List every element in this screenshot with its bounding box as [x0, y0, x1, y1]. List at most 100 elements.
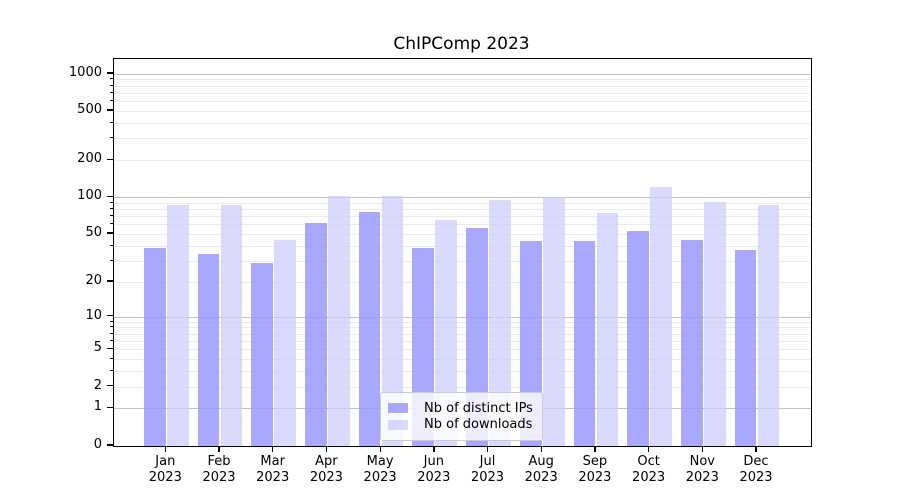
- minor-gridline: [114, 224, 811, 226]
- x-tick-mark: [701, 446, 704, 452]
- minor-gridline: [114, 101, 811, 103]
- bar-ips-jul: [466, 227, 488, 446]
- bar-downloads-feb: [220, 205, 243, 446]
- bar-downloads-dec: [757, 205, 780, 446]
- y-tick-mark: [106, 72, 113, 74]
- y-tick-label: 0: [93, 436, 102, 452]
- bar-downloads-oct: [650, 186, 672, 446]
- y-tick-label: 1: [93, 399, 102, 415]
- y-minor-tick: [109, 358, 113, 360]
- y-tick-label: 20: [85, 272, 102, 288]
- legend-label-downloads: Nb of downloads: [424, 417, 533, 432]
- y-tick-label: 200: [77, 151, 102, 167]
- bar-ips-nov: [680, 239, 703, 446]
- minor-gridline: [114, 92, 811, 94]
- bar-ips-dec: [734, 249, 757, 446]
- bar-downloads-apr: [328, 196, 350, 446]
- legend-item-ips: Nb of distinct IPs: [388, 401, 534, 416]
- x-tick-label-dec: Dec 2023: [739, 454, 773, 485]
- y-minor-tick: [109, 137, 113, 139]
- bar-downloads-may: [381, 196, 404, 446]
- chart-title: ChIPComp 2023: [393, 34, 530, 54]
- minor-gridline: [114, 138, 811, 140]
- y-minor-tick: [109, 84, 113, 86]
- x-tick-mark: [218, 446, 220, 452]
- minor-gridline: [114, 371, 811, 373]
- legend-item-downloads: Nb of downloads: [388, 417, 534, 432]
- downloads-swatch: [388, 419, 408, 430]
- y-tick-mark: [106, 232, 113, 234]
- minor-gridline: [114, 245, 811, 247]
- y-minor-tick: [109, 223, 113, 225]
- minor-gridline: [114, 386, 811, 388]
- bar-ips-jan: [143, 248, 166, 446]
- x-tick-mark: [433, 446, 435, 452]
- x-tick-label-feb: Feb 2023: [202, 454, 236, 485]
- minor-gridline: [114, 359, 811, 361]
- x-tick-label-aug: Aug 2023: [524, 454, 558, 485]
- bar-downloads-aug: [542, 197, 565, 446]
- bar-ips-may: [358, 212, 381, 446]
- y-tick-mark: [106, 158, 113, 160]
- minor-gridline: [114, 122, 811, 124]
- major-gridline: [114, 316, 811, 318]
- plot-area: [113, 58, 812, 447]
- minor-gridline: [114, 85, 811, 87]
- y-minor-tick: [109, 326, 113, 328]
- y-tick-label: 2: [93, 377, 102, 393]
- y-minor-tick: [109, 320, 113, 322]
- minor-gridline: [114, 160, 811, 162]
- y-tick-mark: [106, 315, 113, 317]
- y-minor-tick: [109, 78, 113, 80]
- bar-ips-apr: [305, 223, 327, 446]
- minor-gridline: [114, 340, 811, 342]
- minor-gridline: [114, 333, 811, 335]
- y-tick-mark: [106, 347, 113, 350]
- minor-gridline: [114, 233, 811, 235]
- bar-downloads-sep: [596, 213, 619, 446]
- legend: Nb of distinct IPs Nb of downloads: [380, 392, 543, 441]
- x-tick-mark: [164, 446, 167, 452]
- x-tick-label-oct: Oct 2023: [632, 454, 666, 485]
- y-minor-tick: [109, 332, 113, 334]
- x-tick-label-mar: Mar 2023: [256, 454, 290, 485]
- x-tick-mark: [755, 446, 757, 452]
- x-tick-label-may: May 2023: [363, 454, 397, 485]
- x-tick-mark: [272, 446, 274, 452]
- minor-gridline: [114, 202, 811, 204]
- ips-swatch: [388, 403, 408, 413]
- minor-gridline: [114, 327, 811, 329]
- y-minor-tick: [109, 259, 113, 261]
- x-tick-mark: [594, 446, 596, 452]
- minor-gridline: [114, 321, 811, 323]
- y-minor-tick: [109, 100, 113, 102]
- y-minor-tick: [109, 370, 113, 372]
- bar-ips-sep: [573, 240, 596, 446]
- y-tick-mark: [106, 280, 113, 282]
- y-tick-mark: [106, 195, 113, 198]
- y-minor-tick: [109, 339, 113, 341]
- y-tick-label: 50: [85, 224, 102, 240]
- x-tick-label-jan: Jan 2023: [148, 454, 182, 485]
- bar-downloads-jun: [435, 220, 458, 446]
- y-tick-label: 10: [85, 307, 102, 323]
- bar-downloads-jan: [166, 204, 189, 446]
- y-minor-tick: [109, 215, 113, 217]
- x-tick-label-nov: Nov 2023: [685, 454, 719, 485]
- y-tick-label: 100: [77, 188, 102, 204]
- y-tick-mark: [106, 109, 113, 111]
- legend-label-ips: Nb of distinct IPs: [424, 400, 533, 416]
- minor-gridline: [114, 110, 811, 112]
- x-tick-label-jul: Jul 2023: [470, 454, 505, 485]
- y-minor-tick: [109, 91, 113, 93]
- bar-ips-feb: [197, 254, 220, 446]
- x-tick-mark: [540, 446, 542, 452]
- y-minor-tick: [109, 201, 113, 203]
- y-tick-label: 500: [77, 101, 102, 117]
- y-minor-tick: [109, 208, 113, 210]
- bar-downloads-nov: [703, 202, 726, 446]
- bar-ips-oct: [627, 230, 649, 446]
- y-tick-label: 5: [93, 340, 102, 356]
- bar-downloads-mar: [274, 239, 297, 446]
